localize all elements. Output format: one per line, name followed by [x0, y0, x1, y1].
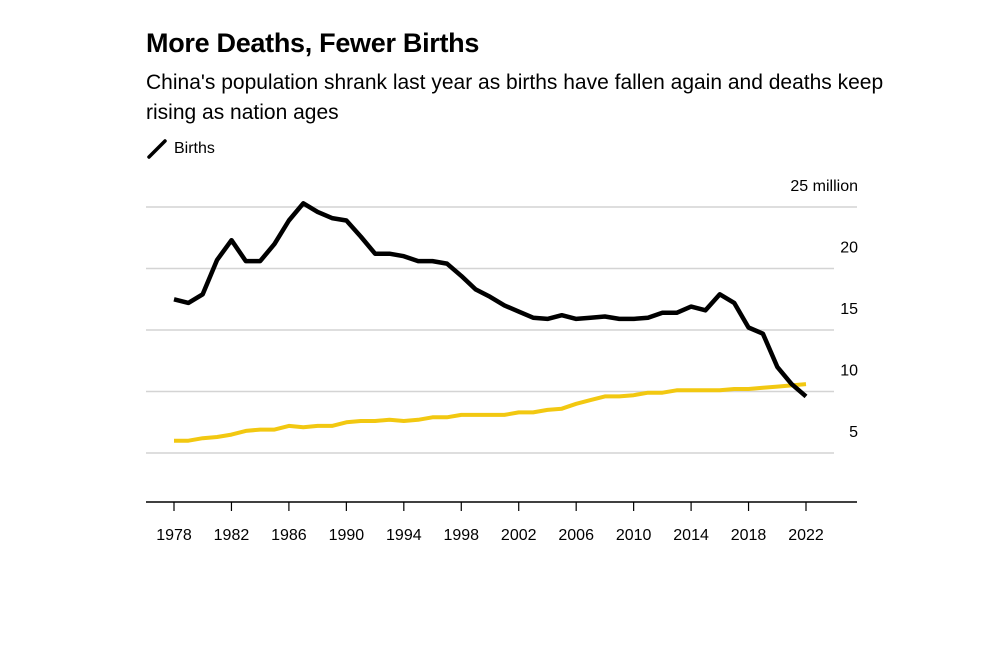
- gridlines: [146, 206, 857, 454]
- legend: Births: [146, 138, 215, 160]
- x-tick-label-2018: 2018: [731, 527, 767, 544]
- x-tick-label-2006: 2006: [558, 527, 594, 544]
- births-line: [173, 201, 808, 399]
- series-lines: [173, 201, 808, 443]
- y-axis-labels: 5 10 15 20 25 million: [790, 178, 858, 441]
- x-tick-label-1994: 1994: [386, 527, 422, 544]
- x-tick-label-2010: 2010: [616, 527, 652, 544]
- x-tick-label-1986: 1986: [271, 527, 307, 544]
- x-axis-ticks: [173, 502, 807, 511]
- y-tick-label-5: 5: [849, 424, 858, 441]
- x-tick-label-1978: 1978: [156, 527, 192, 544]
- y-tick-label-20: 20: [840, 240, 858, 257]
- x-tick-label-1982: 1982: [214, 527, 250, 544]
- chart-title: More Deaths, Fewer Births: [146, 28, 480, 58]
- x-tick-label-2014: 2014: [673, 527, 709, 544]
- births-legend-icon: [147, 139, 167, 159]
- x-tick-label-2002: 2002: [501, 527, 537, 544]
- x-axis-labels: 1978 1982 1986 1990 1994 1998 2002 2006 2010 2014…: [156, 527, 824, 544]
- x-tick-label-2022: 2022: [788, 527, 824, 544]
- y-tick-label-10: 10: [840, 363, 858, 380]
- x-tick-label-1990: 1990: [329, 527, 365, 544]
- legend-label-births: Births: [174, 140, 215, 157]
- y-tick-label-25: 25 million: [790, 178, 858, 195]
- chart-subtitle: China's population shrank last year as b…: [146, 71, 884, 124]
- deaths-line: [174, 382, 807, 443]
- y-tick-label-15: 15: [840, 301, 858, 318]
- x-tick-label-1998: 1998: [443, 527, 479, 544]
